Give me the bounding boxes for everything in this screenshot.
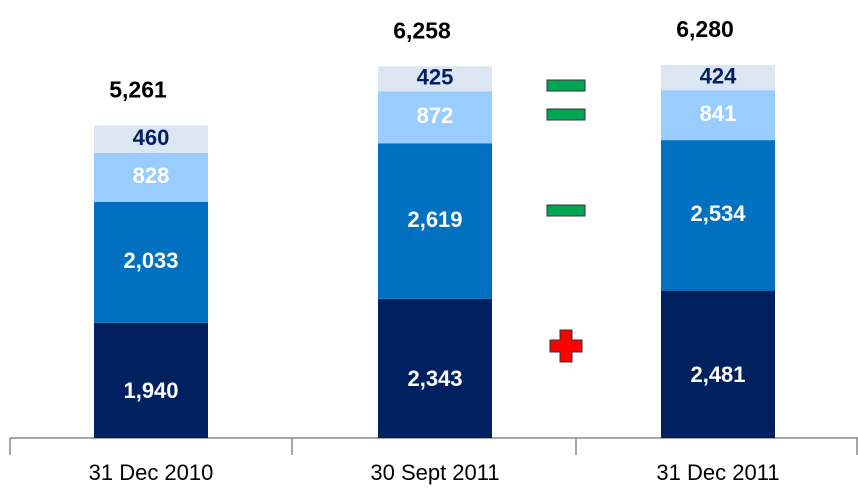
segment-label: 460 (133, 125, 170, 150)
x-tick-label: 30 Sept 2011 (370, 460, 499, 485)
segment-label: 2,534 (690, 201, 746, 226)
bar-segment (94, 152, 208, 203)
bar-segment (378, 298, 492, 438)
segment-label: 2,343 (407, 366, 462, 391)
plus-icon (549, 329, 583, 363)
bar-segment (661, 140, 775, 291)
segment-label: 2,033 (123, 248, 178, 273)
bar-segment (378, 91, 492, 144)
total-label: 5,261 (109, 77, 167, 103)
minus-icon (546, 204, 586, 217)
x-tick-label: 31 Dec 2010 (89, 460, 214, 485)
segment-label: 1,940 (123, 378, 178, 403)
total-label: 6,280 (676, 16, 734, 42)
bar-segment (378, 143, 492, 299)
segment-label: 2,619 (407, 207, 462, 232)
x-tick-label: 31 Dec 2011 (656, 460, 779, 485)
bar-segment (94, 202, 208, 323)
segment-label: 872 (417, 103, 454, 128)
segment-label: 2,481 (690, 362, 745, 387)
segment-label: 828 (133, 163, 170, 188)
bar-segment (661, 64, 775, 91)
bar-segment (661, 90, 775, 141)
bar-segment (378, 66, 492, 92)
total-label: 6,258 (393, 17, 451, 43)
segment-label: 425 (417, 65, 454, 90)
bar-segment (94, 322, 208, 438)
bar-segment (661, 290, 775, 438)
equal-icon (546, 79, 586, 92)
bar-segment (94, 125, 208, 153)
equal-icon (546, 108, 586, 121)
segment-label: 841 (700, 101, 737, 126)
trend-icons (546, 79, 586, 363)
segment-label: 424 (700, 63, 737, 88)
